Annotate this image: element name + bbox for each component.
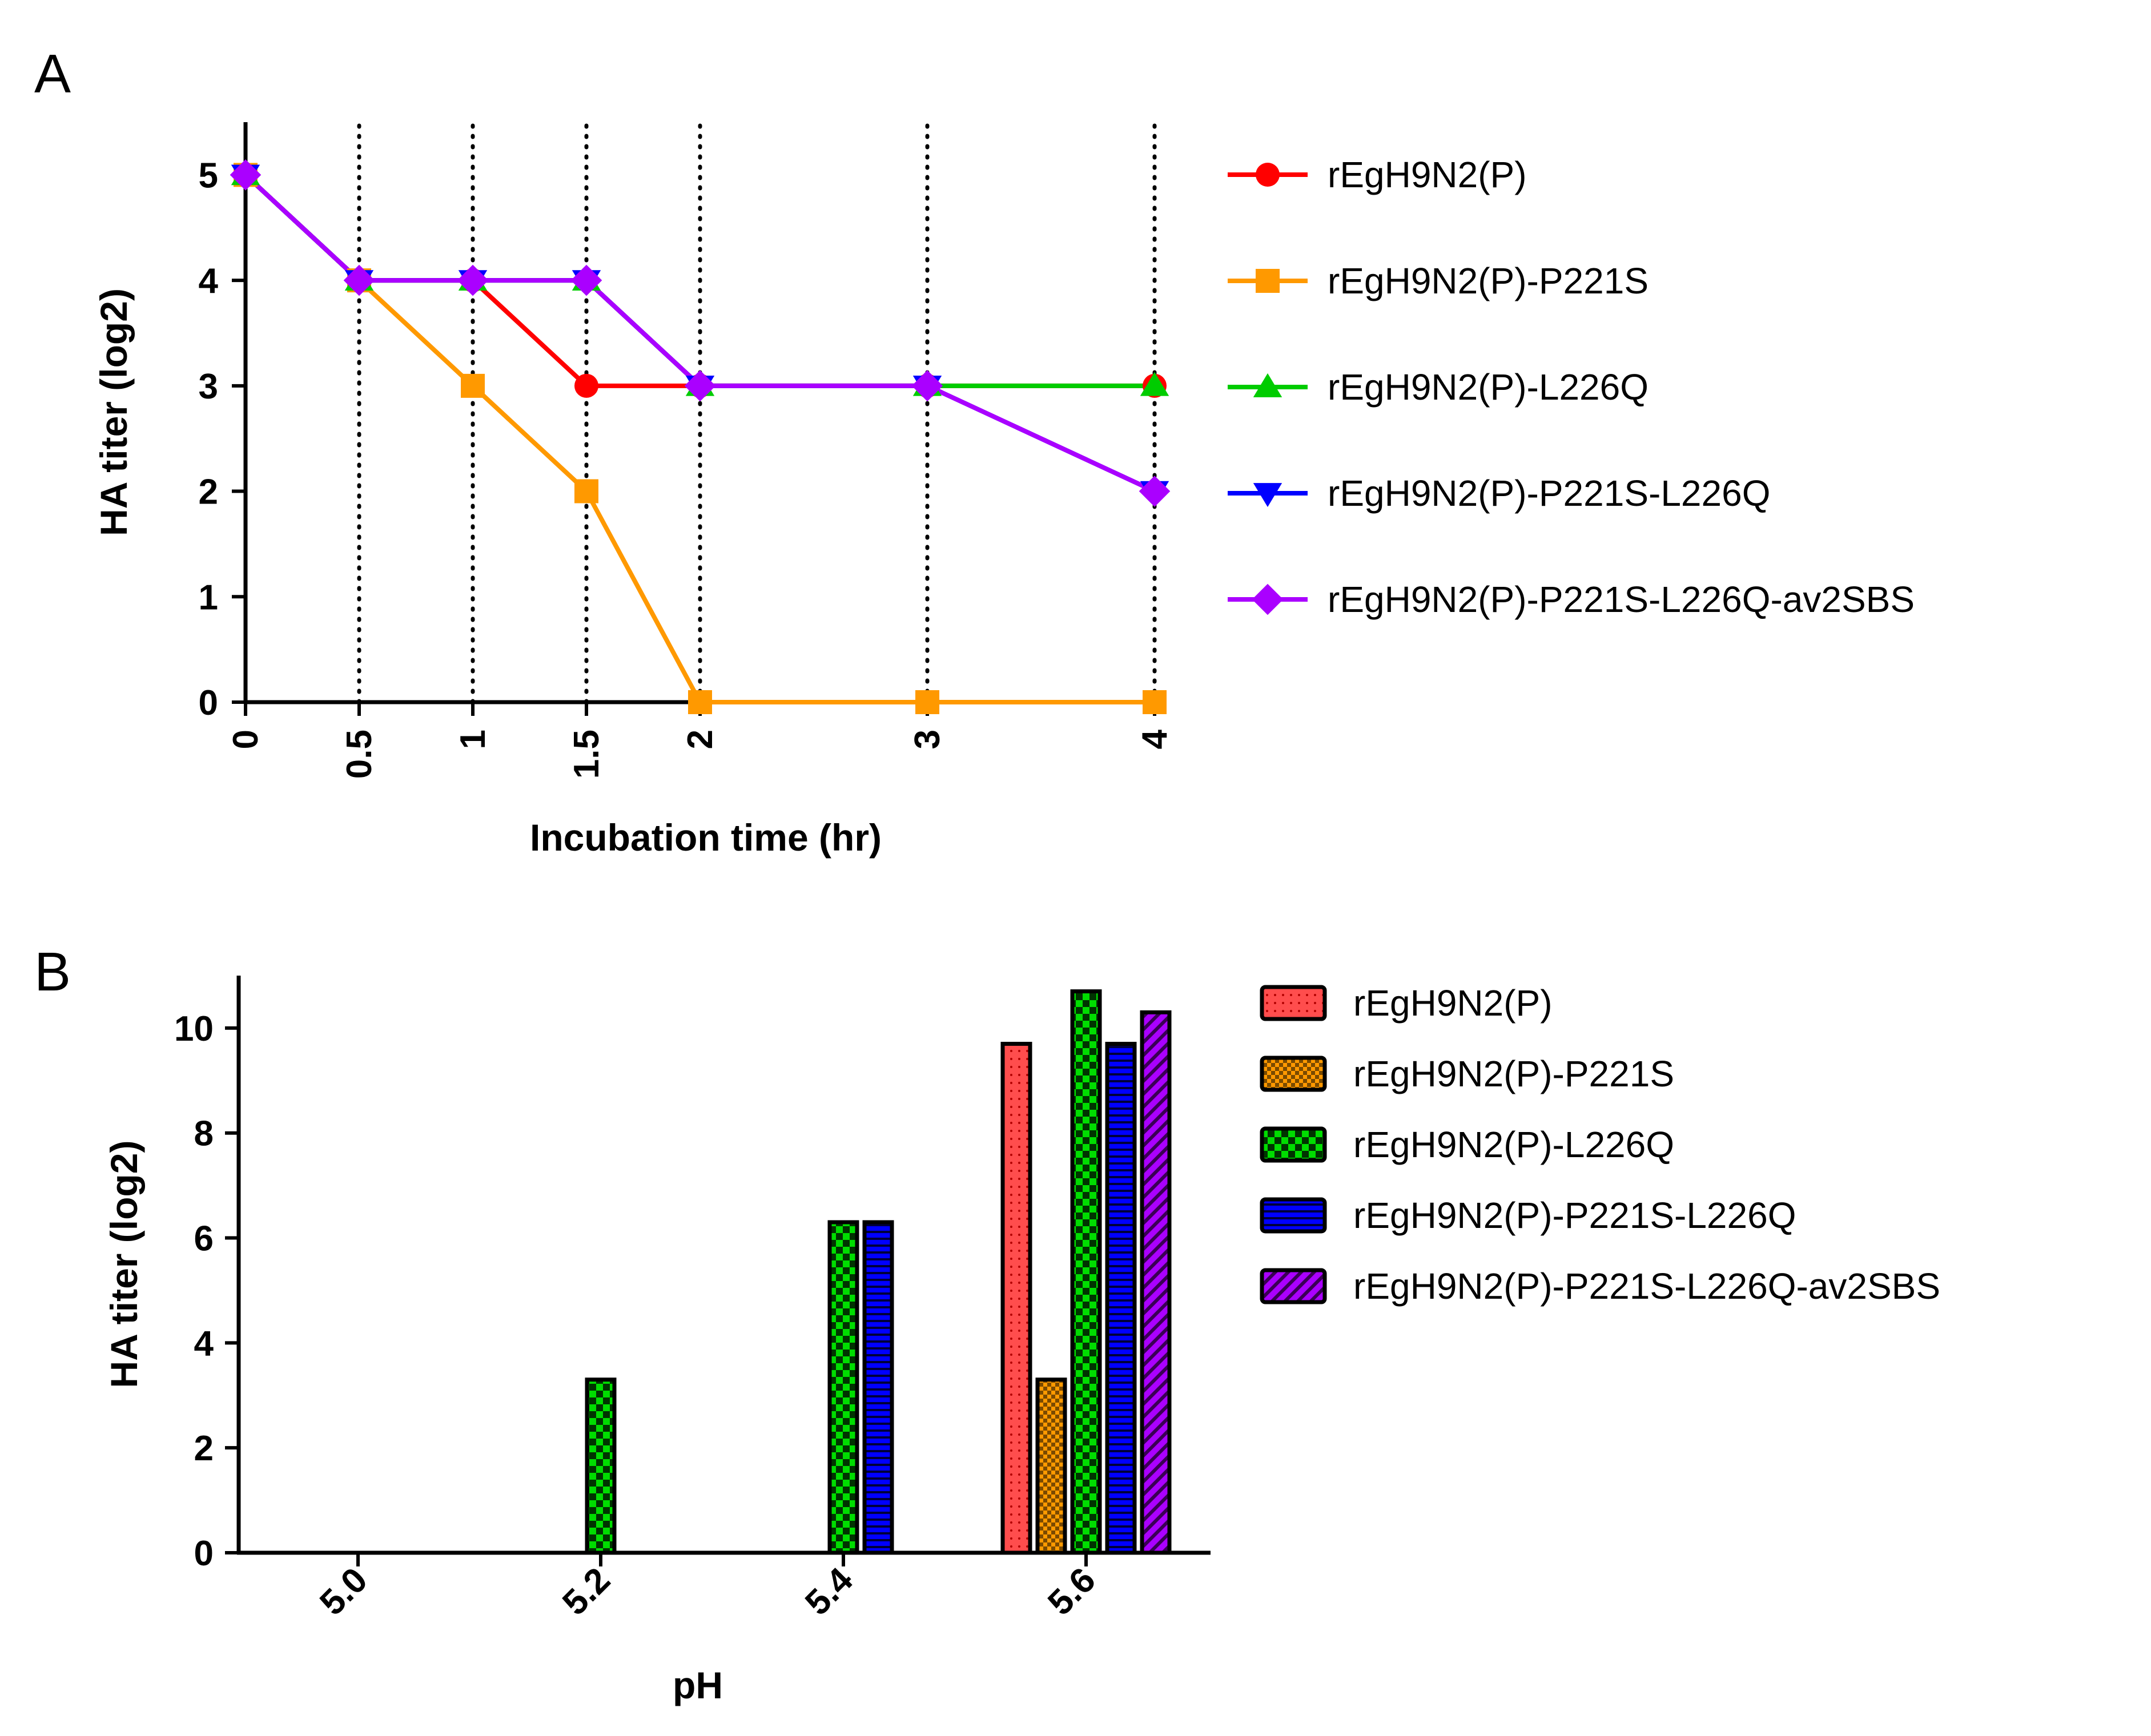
x-tick-label: 1: [453, 730, 493, 749]
x-axis-title: Incubation time (hr): [530, 816, 882, 859]
x-tick-label: 4: [1135, 729, 1175, 749]
y-tick-label: 0: [194, 1534, 214, 1573]
data-point: [1140, 372, 1169, 396]
data-point: [461, 373, 485, 398]
legend-label: rEgH9N2(P)-P221S: [1353, 1053, 1674, 1094]
data-point: [684, 370, 716, 402]
bar: [585, 1377, 617, 1555]
bar: [1105, 1041, 1137, 1555]
legend-swatch: [1260, 1056, 1327, 1092]
legend-marker: [1253, 373, 1282, 397]
y-tick-label: 3: [199, 367, 218, 406]
data-point: [457, 264, 489, 296]
data-point: [915, 690, 939, 714]
bar: [1000, 1041, 1032, 1555]
legend-swatch: [1260, 1268, 1327, 1304]
legend-label: rEgH9N2(P): [1353, 982, 1553, 1024]
data-point: [1143, 690, 1167, 714]
data-point: [911, 370, 943, 402]
bar-chart-panel-b: 0 2 4 6 8 10 5.0 5.2 5.4 5.6 pH HA titer (log2) rEgH…: [103, 976, 1940, 1706]
y-tick-label: 1: [199, 578, 218, 617]
x-tick-label: 5.2: [555, 1560, 618, 1623]
x-tick-label: 5.0: [312, 1560, 375, 1623]
data-point: [574, 373, 598, 398]
legend-label: rEgH9N2(P)-P221S-L226Q: [1353, 1195, 1796, 1236]
legend-marker: [1252, 583, 1284, 615]
legend-swatch: [1260, 985, 1327, 1021]
legend-label: rEgH9N2(P)-L226Q: [1328, 366, 1649, 408]
panel-label-a: A: [34, 43, 71, 104]
panel-label-b: B: [34, 941, 71, 1002]
y-tick-label: 5: [199, 156, 218, 195]
legend-swatch: [1260, 1126, 1327, 1163]
legend-label: rEgH9N2(P)-P221S: [1328, 260, 1649, 301]
y-tick-label: 4: [194, 1324, 214, 1363]
data-point: [1139, 476, 1171, 507]
bar: [827, 1220, 859, 1555]
legend-label: rEgH9N2(P)-P221S-L226Q-av2SBS: [1328, 579, 1915, 620]
x-tick-label: 3: [908, 730, 947, 749]
legend-marker: [1256, 269, 1280, 293]
data-point: [688, 690, 712, 714]
line-chart-panel-a: 0 1 2 3 4 5 0 0.5 1 1.5 2 3 4 Incubation time (hr) HA …: [93, 120, 1915, 859]
y-tick-label: 2: [194, 1429, 214, 1468]
legend-label: rEgH9N2(P)-L226Q: [1353, 1124, 1674, 1165]
x-tick-label: 5.6: [1040, 1560, 1103, 1623]
legend-label: rEgH9N2(P)-P221S-L226Q-av2SBS: [1353, 1266, 1940, 1307]
x-tick-label: 0: [226, 730, 266, 749]
legend-swatch: [1260, 1197, 1327, 1234]
data-point: [230, 159, 262, 191]
y-tick-label: 8: [194, 1114, 214, 1154]
y-axis-title: HA titer (log2): [93, 288, 135, 536]
legend-marker: [1253, 483, 1282, 507]
y-tick-label: 10: [174, 1009, 214, 1049]
bar: [1035, 1377, 1067, 1555]
x-tick-label: 5.4: [798, 1560, 861, 1623]
x-axis-title: pH: [673, 1664, 723, 1706]
y-tick-label: 4: [199, 261, 219, 301]
legend-label: rEgH9N2(P): [1328, 154, 1527, 195]
bar: [862, 1220, 894, 1555]
y-axis-title: HA titer (log2): [103, 1141, 145, 1388]
data-point: [574, 479, 598, 504]
legend-label: rEgH9N2(P)-P221S-L226Q: [1328, 473, 1770, 514]
x-tick-label: 1.5: [567, 730, 606, 779]
y-tick-label: 2: [199, 473, 218, 512]
legend-marker: [1256, 163, 1280, 187]
x-tick-label: 2: [681, 730, 720, 749]
y-tick-label: 6: [194, 1219, 214, 1259]
series-line: [244, 173, 1155, 704]
bar: [1140, 1010, 1172, 1555]
y-tick-label: 0: [199, 683, 218, 723]
bar: [1070, 989, 1102, 1555]
x-tick-label: 0.5: [340, 730, 379, 779]
data-point: [343, 264, 375, 296]
data-point: [570, 264, 602, 296]
